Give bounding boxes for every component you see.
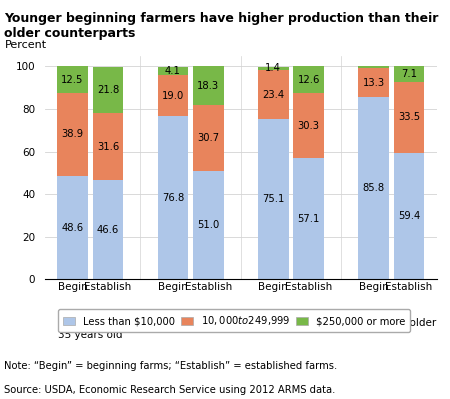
Text: 48.6: 48.6 — [62, 223, 84, 233]
Bar — [57, 176, 88, 279]
Text: 31.6: 31.6 — [97, 142, 119, 152]
Text: 1.4: 1.4 — [266, 63, 281, 73]
Text: Percent: Percent — [4, 40, 47, 50]
Bar — [394, 82, 424, 153]
Text: 75.1: 75.1 — [262, 194, 284, 204]
Text: 76.8: 76.8 — [162, 193, 184, 203]
Text: Source: USDA, Economic Research Service using 2012 ARMS data.: Source: USDA, Economic Research Service … — [4, 385, 336, 395]
Text: 65 years or older: 65 years or older — [346, 318, 436, 328]
Bar — [293, 67, 324, 93]
Text: Less than
35 years old: Less than 35 years old — [58, 318, 122, 340]
Bar — [193, 67, 224, 105]
Bar — [158, 67, 188, 75]
Bar — [193, 171, 224, 279]
Bar — [358, 67, 389, 68]
Text: 85.8: 85.8 — [363, 183, 385, 193]
Text: 21.8: 21.8 — [97, 85, 119, 95]
Bar — [93, 113, 123, 180]
Text: Note: “Begin” = beginning farms; “Establish” = established farms.: Note: “Begin” = beginning farms; “Establ… — [4, 361, 338, 371]
Bar — [158, 75, 188, 116]
Bar — [394, 67, 424, 82]
Bar — [57, 67, 88, 93]
Text: 12.5: 12.5 — [61, 75, 84, 85]
Bar — [158, 116, 188, 279]
Text: Younger beginning farmers have higher production than their older counterparts: Younger beginning farmers have higher pr… — [4, 12, 439, 40]
Bar — [57, 93, 88, 176]
Text: 13.3: 13.3 — [363, 77, 385, 87]
Text: 57.1: 57.1 — [297, 213, 320, 223]
Bar — [293, 93, 324, 158]
Text: 59.4: 59.4 — [398, 211, 420, 221]
Text: 55-64 years old: 55-64 years old — [250, 318, 332, 328]
Bar — [394, 153, 424, 279]
Text: 38.9: 38.9 — [62, 130, 84, 140]
Bar — [258, 119, 288, 279]
Bar — [293, 158, 324, 279]
Text: 23.4: 23.4 — [262, 90, 284, 100]
Text: 18.3: 18.3 — [197, 81, 219, 91]
Text: 4.1: 4.1 — [165, 66, 181, 76]
Bar — [358, 97, 389, 279]
Bar — [358, 68, 389, 97]
Bar — [193, 105, 224, 171]
Bar — [258, 70, 288, 119]
Legend: Less than $10,000, $10,000 to $249,999, $250,000 or more: Less than $10,000, $10,000 to $249,999, … — [58, 309, 410, 332]
Text: 12.6: 12.6 — [297, 75, 320, 85]
Text: 46.6: 46.6 — [97, 225, 119, 235]
Bar — [93, 67, 123, 113]
Bar — [258, 67, 288, 70]
Text: 7.1: 7.1 — [401, 69, 417, 79]
Text: 19.0: 19.0 — [162, 91, 184, 101]
Text: 51.0: 51.0 — [197, 220, 220, 230]
Text: 33.5: 33.5 — [398, 112, 420, 122]
Text: 30.7: 30.7 — [197, 133, 219, 143]
Text: 35-54 years old: 35-54 years old — [150, 318, 231, 328]
Text: 30.3: 30.3 — [297, 120, 319, 130]
Bar — [93, 180, 123, 279]
